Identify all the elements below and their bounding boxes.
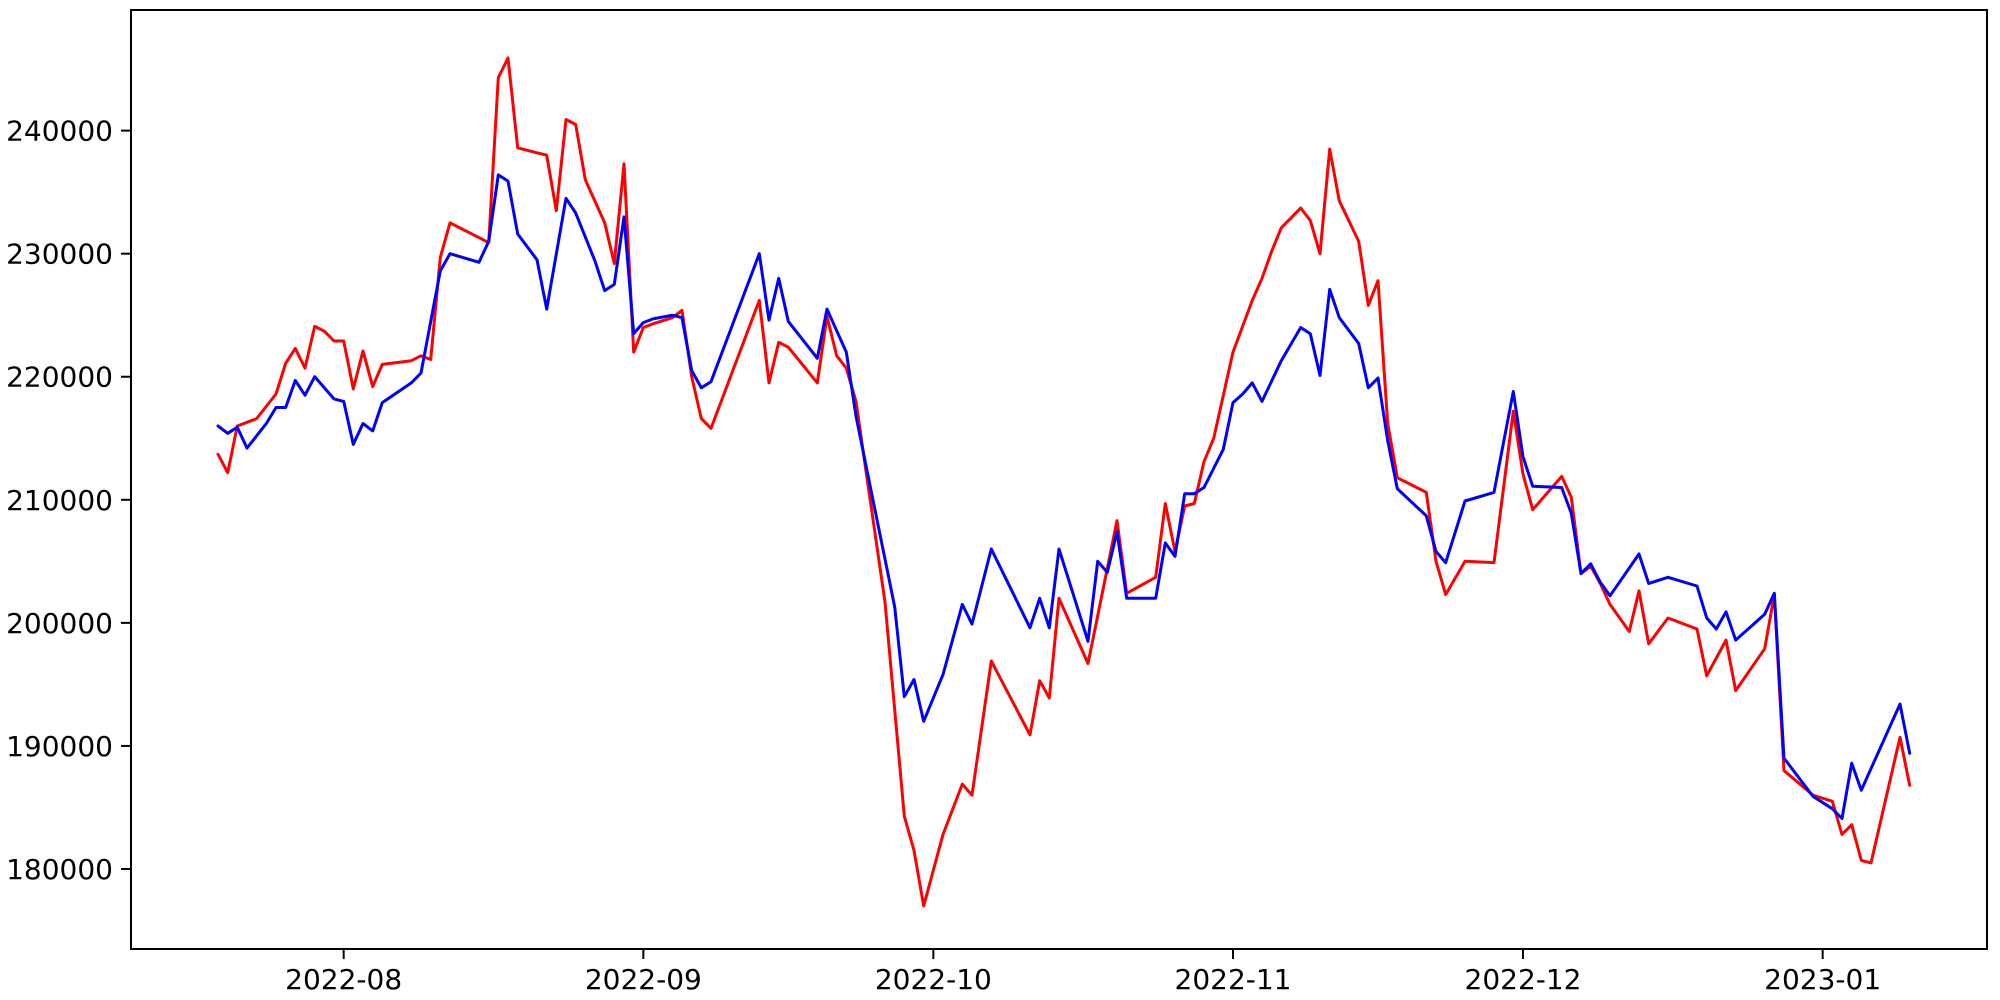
y-tick-label: 210000 [6,484,113,517]
y-tick-label: 220000 [6,361,113,394]
y-tick-label: 200000 [6,607,113,640]
y-tick-label: 240000 [6,115,113,148]
x-tick-label: 2023-01 [1764,963,1881,996]
y-tick-label: 190000 [6,730,113,763]
x-tick-label: 2022-08 [285,963,402,996]
plot-area [131,10,1987,949]
series-blue-line [216,173,1912,820]
axes-spines [130,9,1988,950]
y-tick-label: 180000 [6,853,113,886]
x-tick-label: 2022-09 [585,963,702,996]
x-tick-label: 2022-10 [875,963,992,996]
x-tick-label: 2022-12 [1465,963,1582,996]
y-tick-label: 230000 [6,238,113,271]
x-tick-label: 2022-11 [1175,963,1292,996]
